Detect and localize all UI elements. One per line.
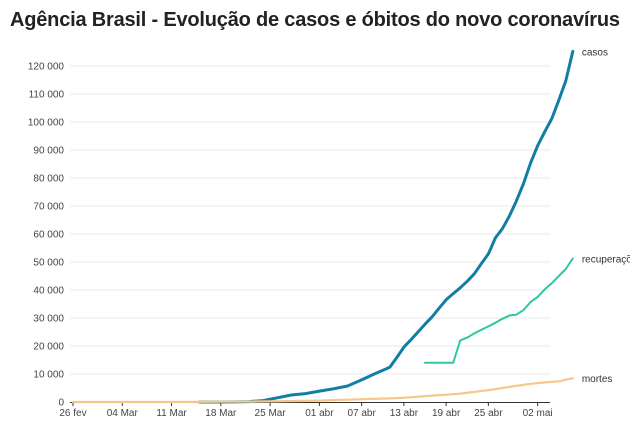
series-label: recuperações — [582, 254, 630, 265]
x-tick-label: 25 abr — [474, 408, 503, 419]
y-tick-label: 0 — [58, 398, 64, 409]
series-line-2 — [71, 377, 574, 404]
x-axis-ticks: 26 fev 04 Mar 11 Mar 18 Mar 25 Mar 01 abr 07 a… — [59, 402, 553, 419]
x-tick-label: 25 Mar — [255, 408, 287, 419]
y-tick-label: 40 000 — [33, 286, 64, 297]
x-tick-label: 18 Mar — [205, 408, 237, 419]
y-tick-label: 100 000 — [28, 118, 65, 129]
x-tick-label: 02 mai — [523, 408, 553, 419]
series-labels: casos recuperações mortes — [582, 47, 630, 385]
x-tick-label: 26 fev — [59, 408, 86, 419]
gridlines — [70, 65, 550, 375]
y-tick-label: 110 000 — [29, 90, 65, 101]
y-tick-label: 30 000 — [33, 314, 64, 325]
y-tick-label: 120 000 — [28, 62, 65, 73]
series-line-1 — [424, 257, 574, 364]
x-tick-label: 19 abr — [432, 408, 461, 419]
y-tick-label: 90 000 — [33, 146, 64, 157]
series-label: mortes — [582, 374, 613, 385]
y-tick-label: 70 000 — [33, 202, 64, 213]
series-lines — [71, 49, 575, 404]
y-tick-label: 20 000 — [33, 342, 64, 353]
y-tick-label: 50 000 — [33, 258, 64, 269]
x-tick-label: 07 abr — [347, 408, 376, 419]
x-tick-label: 13 abr — [390, 408, 419, 419]
x-tick-label: 01 abr — [305, 408, 334, 419]
y-tick-label: 80 000 — [33, 174, 64, 185]
series-label: casos — [582, 47, 608, 58]
y-axis-ticks: 0 10 000 20 000 30 000 40 000 50 000 60 000 70 … — [28, 62, 65, 409]
chart-title: Agência Brasil - Evolução de casos e óbi… — [10, 9, 620, 31]
x-tick-label: 11 Mar — [156, 408, 187, 419]
x-tick-label: 04 Mar — [107, 408, 139, 419]
y-tick-label: 10 000 — [33, 370, 64, 381]
y-tick-label: 60 000 — [33, 230, 64, 241]
series-line-0 — [198, 49, 575, 404]
